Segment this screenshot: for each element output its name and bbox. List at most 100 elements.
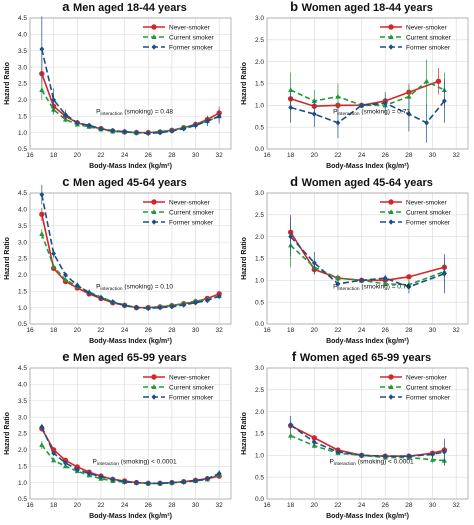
x-tick-label: 32 [453,152,461,159]
y-tick-label: 4.0 [18,382,27,389]
data-point [335,93,341,99]
legend: Never-smoker Current smoker Former smoker [143,199,215,226]
x-tick-label: 24 [121,327,129,334]
y-tick-label: 2.5 [255,37,264,44]
series-line [41,48,220,135]
p-interaction-annotation: Pinteraction (smoking) = 0.10 [96,284,173,293]
data-point [311,260,317,266]
x-tick-label: 22 [97,502,105,509]
panel-f-women-65-99: f Women aged 65-99 years 0.0 0.5 1.0 1.5 2.0 2… [237,349,474,525]
x-tick-label: 26 [382,327,390,334]
legend-marker [388,394,394,400]
series-former-smoker [288,217,447,294]
y-tick-label: 0.5 [255,474,264,481]
x-tick-label: 18 [287,152,295,159]
data-point [335,275,341,281]
plot-frame [266,17,469,150]
data-point [169,303,175,310]
panel-e-men-65-99: e Men aged 65-99 years 0.5 1.0 1.5 2.0 2.5 3.0… [0,349,237,525]
y-tick-label: 1.0 [255,453,264,460]
y-tick-label: 0.5 [18,146,27,153]
y-axis-label: Hazard Ratio [4,62,11,105]
y-tick-label: 3.0 [18,64,27,71]
series-line [41,194,220,310]
x-tick-label: 30 [429,502,437,509]
legend-label: Never-smoker [406,199,448,206]
legend-label: Never-smoker [169,374,211,381]
data-point [39,46,45,52]
data-point [288,421,294,428]
legend-label: Current smoker [169,34,215,41]
data-point [122,478,127,485]
x-tick-label: 24 [121,502,129,509]
data-point [335,449,341,455]
x-tick-label: 18 [50,502,58,509]
x-tick-label: 30 [429,327,437,334]
panel-b-women-18-44: b Women aged 18-44 years 0.0 0.5 1.0 1.5 2.0 2… [237,0,474,175]
data-point [216,113,222,120]
legend-marker [151,44,157,50]
p-interaction-annotation: Pinteraction (smoking) = 0.73 [333,109,410,118]
legend-marker [388,44,394,50]
data-point [193,122,198,129]
y-tick-label: 4.5 [18,190,27,197]
data-point [288,104,294,111]
y-tick-label: 3.0 [255,190,264,197]
data-point [169,479,175,486]
data-point [39,87,45,93]
y-tick-label: 1.0 [18,305,27,312]
chart-svg: e Men aged 65-99 years 0.5 1.0 1.5 2.0 2.5 3.0… [4,349,232,520]
y-tick-label: 3.5 [18,48,27,55]
x-tick-label: 24 [358,502,366,509]
data-point [406,274,412,280]
x-tick-label: 22 [334,502,342,509]
x-tick-label: 18 [50,327,58,334]
series-never-smoker [287,68,442,111]
x-axis-label: Body-Mass Index (kg/m²) [89,513,172,520]
legend-marker [151,384,157,389]
series-never-smoker [287,422,448,459]
x-tick-label: 28 [405,152,413,159]
data-point [288,432,294,438]
data-point [216,293,222,299]
y-tick-label: 1.5 [255,81,264,88]
data-point [406,93,412,99]
y-tick-label: 4.0 [18,32,27,39]
data-point [424,120,430,126]
y-axis-label: Hazard Ratio [241,412,248,455]
y-tick-label: 0.5 [18,321,27,328]
legend: Never-smoker Current smoker Former smoker [380,24,452,51]
x-tick-label: 24 [358,327,366,334]
y-tick-label: 0.5 [255,299,264,306]
legend-marker [388,219,394,225]
x-tick-label: 32 [216,502,224,509]
series-line [290,100,445,124]
x-tick-label: 16 [26,327,34,334]
x-axis-label: Body-Mass Index (kg/m²) [89,163,172,170]
data-point [335,120,341,126]
p-interaction-annotation: Pinteraction (smoking) < 0.0001 [92,459,176,468]
legend: Never-smoker Current smoker Former smoker [143,374,215,401]
y-tick-label: 2.5 [18,81,27,88]
y-tick-label: 2.0 [255,234,264,241]
y-tick-label: 2.5 [18,431,27,438]
data-point [193,477,198,484]
panel-title: c Men aged 45-64 years [62,174,187,189]
y-tick-label: 1.5 [255,431,264,438]
series-line [290,424,445,458]
legend-label: Current smoker [169,209,215,216]
x-tick-label: 28 [168,152,176,159]
y-tick-label: 2.5 [255,212,264,219]
series-current-smoker [288,223,447,290]
y-tick-label: 0.5 [255,124,264,131]
data-point [288,233,294,240]
y-tick-label: 0.0 [255,321,264,328]
legend-marker [151,199,157,205]
legend-label: Never-smoker [406,24,448,31]
panel-title: d Women aged 45-64 years [290,174,433,189]
legend-label: Former smoker [406,394,451,401]
data-point [62,276,69,282]
data-point [110,127,116,134]
y-tick-label: 0.0 [255,146,264,153]
